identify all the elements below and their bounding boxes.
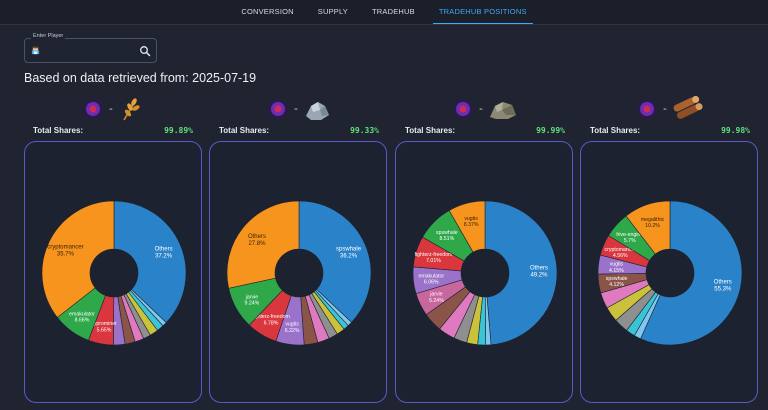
pie-card: Others 37.2% cyprominer 5.65% emakulator 8.66… [24, 141, 202, 403]
donut-hole [90, 249, 138, 297]
slice-value-label: 10.2% [645, 223, 660, 229]
pair-header: - [590, 94, 750, 124]
slice-label: vugtis [285, 322, 299, 328]
stone-icon [489, 102, 516, 119]
slice-value-label: 6.22% [285, 328, 300, 334]
slice-value-label: 9.24% [245, 301, 260, 307]
total-shares-value: 99.33% [350, 126, 379, 135]
slice-value-label: 4.56% [613, 253, 628, 259]
slice-label: spswhale [436, 230, 458, 236]
iron-ore-icon [305, 102, 329, 120]
slice-label: vugtis [464, 216, 478, 222]
pair-separator: - [109, 103, 113, 115]
slice-label: Others [530, 266, 548, 272]
slice-value-label: 55.3% [714, 286, 732, 292]
dark-energy-crystal-icon [453, 99, 474, 119]
pair-separator: - [479, 103, 483, 115]
pair-separator: - [663, 103, 667, 115]
slice-label: Others [155, 247, 173, 253]
dark-energy-crystal-icon [83, 99, 104, 119]
total-shares-value: 99.99% [536, 126, 565, 135]
slice-value-label: 8.66% [75, 318, 90, 324]
donut-hole [461, 249, 509, 297]
tab-tradehub-positions[interactable]: TRADEHUB POSITIONS [427, 0, 539, 24]
total-shares-row: Total Shares: 99.98% [590, 126, 750, 138]
pie-card: Others 49.2% jarvie 5.24% emakulator 6.06% fig… [395, 141, 573, 403]
pie-card: spswhale 36.2% vugtis 6.22% fighterz-freedom… [209, 141, 387, 403]
player-avatar-icon [31, 46, 40, 55]
slice-value-label: 5.24% [429, 298, 444, 304]
slice-label: fighterz-freedom [415, 252, 453, 258]
pie-card: Others 55.3% spswhale 4.12% vugtis 4.15% crypt… [580, 141, 758, 403]
data-date-heading: Based on data retrieved from: 2025-07-19 [24, 71, 257, 85]
slice-label: Others [714, 279, 732, 285]
slice-value-label: 5.7% [624, 238, 636, 244]
slice-value-label: 8.51% [439, 236, 454, 242]
donut-hole [275, 249, 323, 297]
slice-label: spswhale [606, 276, 628, 282]
total-shares-row: Total Shares: 99.89% [33, 126, 193, 138]
slice-label: hive-engine [616, 232, 643, 238]
slice-label: megalithic [641, 217, 665, 223]
slice-label: emakulator [418, 274, 444, 280]
player-field-label: Enter Player [31, 33, 66, 39]
tab-supply[interactable]: SUPPLY [317, 7, 349, 16]
slice-label: spswhale [336, 247, 362, 253]
slice-value-label: 49.2% [530, 273, 548, 279]
total-shares-value: 99.89% [164, 126, 193, 135]
grain-icon [123, 98, 140, 121]
donut-hole [646, 249, 694, 297]
slice-label: cyprominer [91, 321, 117, 327]
slice-label: fighterz-freedom [252, 314, 290, 320]
tab-conversion[interactable]: CONVERSION [241, 7, 294, 16]
slice-label: cryptomancer [605, 247, 637, 253]
slice-label: cryptomancer [47, 244, 83, 250]
slice-value-label: 4.12% [609, 282, 624, 288]
pair-header: - [405, 94, 565, 124]
slice-label: jarvie [429, 292, 443, 298]
slice-label: Others [248, 234, 266, 240]
dark-energy-crystal-icon [268, 99, 289, 119]
pair-header: - [219, 94, 379, 124]
magnifier-icon[interactable] [139, 45, 151, 57]
slice-value-label: 7.01% [426, 258, 441, 264]
slice-value-label: 6.78% [264, 320, 279, 326]
total-shares-label: Total Shares: [33, 126, 84, 135]
total-shares-label: Total Shares: [590, 126, 641, 135]
total-shares-label: Total Shares: [405, 126, 456, 135]
pair-separator: - [294, 103, 298, 115]
slice-value-label: 35.7% [57, 251, 75, 257]
total-shares-value: 99.98% [721, 126, 750, 135]
total-shares-row: Total Shares: 99.33% [219, 126, 379, 138]
slice-value-label: 27.8% [248, 241, 266, 247]
wood-logs-icon [673, 96, 703, 119]
slice-label: emakulator [69, 311, 95, 317]
total-shares-label: Total Shares: [219, 126, 270, 135]
top-navigation: CONVERSION SUPPLY TRADEHUB TRADEHUB POSI… [0, 0, 768, 25]
player-field[interactable]: Enter Player [24, 33, 157, 63]
slice-value-label: 8.37% [464, 222, 479, 228]
slice-value-label: 4.15% [609, 268, 624, 274]
slice-value-label: 6.06% [424, 280, 439, 286]
pair-header: - [33, 94, 193, 124]
slice-value-label: 5.65% [97, 327, 112, 333]
slice-label: vugtis [610, 262, 624, 268]
player-input[interactable] [43, 45, 142, 59]
slice-value-label: 37.2% [155, 254, 173, 260]
slice-value-label: 36.2% [340, 254, 358, 260]
slice-label: jarvie [245, 294, 259, 300]
dark-energy-crystal-icon [637, 99, 658, 119]
tab-tradehub[interactable]: TRADEHUB [372, 7, 415, 16]
total-shares-row: Total Shares: 99.99% [405, 126, 565, 138]
